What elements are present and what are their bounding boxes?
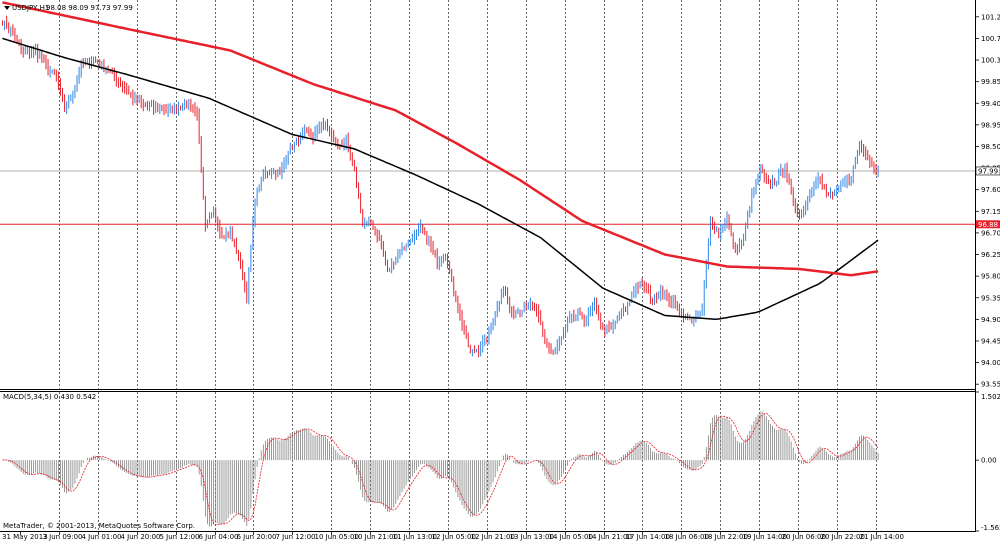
- chart-title[interactable]: USDJPY,H1 98.08 98.09 97.73 97.99: [4, 4, 133, 12]
- price-tick-label: 96.25: [981, 251, 1000, 259]
- time-tick-label: 21 Jun 14:00: [860, 533, 904, 541]
- price-tick-label: 97.15: [981, 208, 1000, 216]
- price-tick-label: 94.45: [981, 337, 1000, 345]
- svg-text:97.99: 97.99: [978, 167, 998, 175]
- price-tick-label: 98.95: [981, 121, 1000, 129]
- ma-slow-line: [2, 1, 879, 277]
- price-tick-label: 95.35: [981, 294, 1000, 302]
- time-tick-label: 12 Jun 21:00: [471, 533, 515, 541]
- price-axis[interactable]: 101.20100.75100.3099.8599.4098.9598.5098…: [975, 13, 1000, 389]
- time-tick-label: 20 Jun 22:00: [821, 533, 865, 541]
- copyright-text: MetaTrader, © 2001-2013, MetaQuotes Soft…: [3, 522, 195, 530]
- price-tick-label: 94.00: [981, 359, 1000, 367]
- price-tick-label: 101.20: [981, 13, 1000, 21]
- svg-text:96.88: 96.88: [978, 221, 998, 229]
- macd-tick-label: -1.562: [981, 524, 1000, 532]
- price-tick-label: 93.55: [981, 381, 1000, 389]
- symbol-title: USDJPY,H1: [12, 4, 49, 12]
- price-tick-label: 100.75: [981, 35, 1000, 43]
- time-tick-label: 12 Jun 05:00: [432, 533, 476, 541]
- price-tag-line: 96.88: [976, 220, 1000, 229]
- price-tick-label: 99.85: [981, 78, 1000, 86]
- time-tick-label: 18 Jun 06:00: [665, 533, 709, 541]
- price-tick-label: 96.70: [981, 229, 1000, 237]
- price-tick-label: 95.80: [981, 273, 1000, 281]
- candles: [2, 15, 879, 358]
- time-tick-label: 6 Jun 20:00: [237, 533, 277, 541]
- time-tick-label: 17 Jun 14:00: [626, 533, 670, 541]
- time-tick-label: 10 Jun 21:00: [354, 533, 398, 541]
- time-tick-label: 10 Jun 05:00: [315, 533, 359, 541]
- time-tick-label: 18 Jun 22:00: [704, 533, 748, 541]
- macd-signal-line: [2, 413, 879, 526]
- time-tick-label: 3 Jun 09:00: [43, 533, 83, 541]
- macd-histogram: [4, 411, 879, 527]
- time-tick-label: 20 Jun 06:00: [782, 533, 826, 541]
- time-tick-label: 6 Jun 04:00: [199, 533, 239, 541]
- time-tick-label: 7 Jun 12:00: [276, 533, 316, 541]
- price-tick-label: 94.90: [981, 316, 1000, 324]
- price-tick-label: 99.40: [981, 100, 1000, 108]
- macd-title: MACD(5,34,5) 0.430 0.542: [3, 393, 96, 401]
- macd-axis[interactable]: 1.502 0.00 -1.562: [975, 391, 1000, 532]
- price-tick-label: 100.30: [981, 57, 1000, 65]
- time-tick-label: 31 May 2013: [2, 533, 48, 541]
- price-tick-label: 98.50: [981, 143, 1000, 151]
- price-tick-label: 97.60: [981, 186, 1000, 194]
- time-tick-label: 4 Jun 01:00: [82, 533, 122, 541]
- time-tick-label: 11 Jun 13:00: [393, 533, 437, 541]
- macd-tick-label: 1.502: [981, 393, 1000, 401]
- triangle-down-icon[interactable]: [4, 6, 10, 10]
- price-tag-current: 97.99: [975, 166, 1000, 175]
- price-grid: [59, 0, 877, 389]
- time-tick-label: 5 Jun 12:00: [160, 533, 200, 541]
- time-tick-label: 14 Jun 05:00: [549, 533, 593, 541]
- ohlc-readout: 98.08 98.09 97.73 97.99: [46, 4, 133, 12]
- time-tick-label: 13 Jun 13:00: [510, 533, 554, 541]
- ma-fast-line: [2, 37, 879, 320]
- time-tick-label: 4 Jun 20:00: [121, 533, 161, 541]
- time-tick-label: 14 Jun 21:00: [588, 533, 632, 541]
- macd-tick-label: 0.00: [981, 457, 997, 465]
- time-tick-label: 19 Jun 14:00: [743, 533, 787, 541]
